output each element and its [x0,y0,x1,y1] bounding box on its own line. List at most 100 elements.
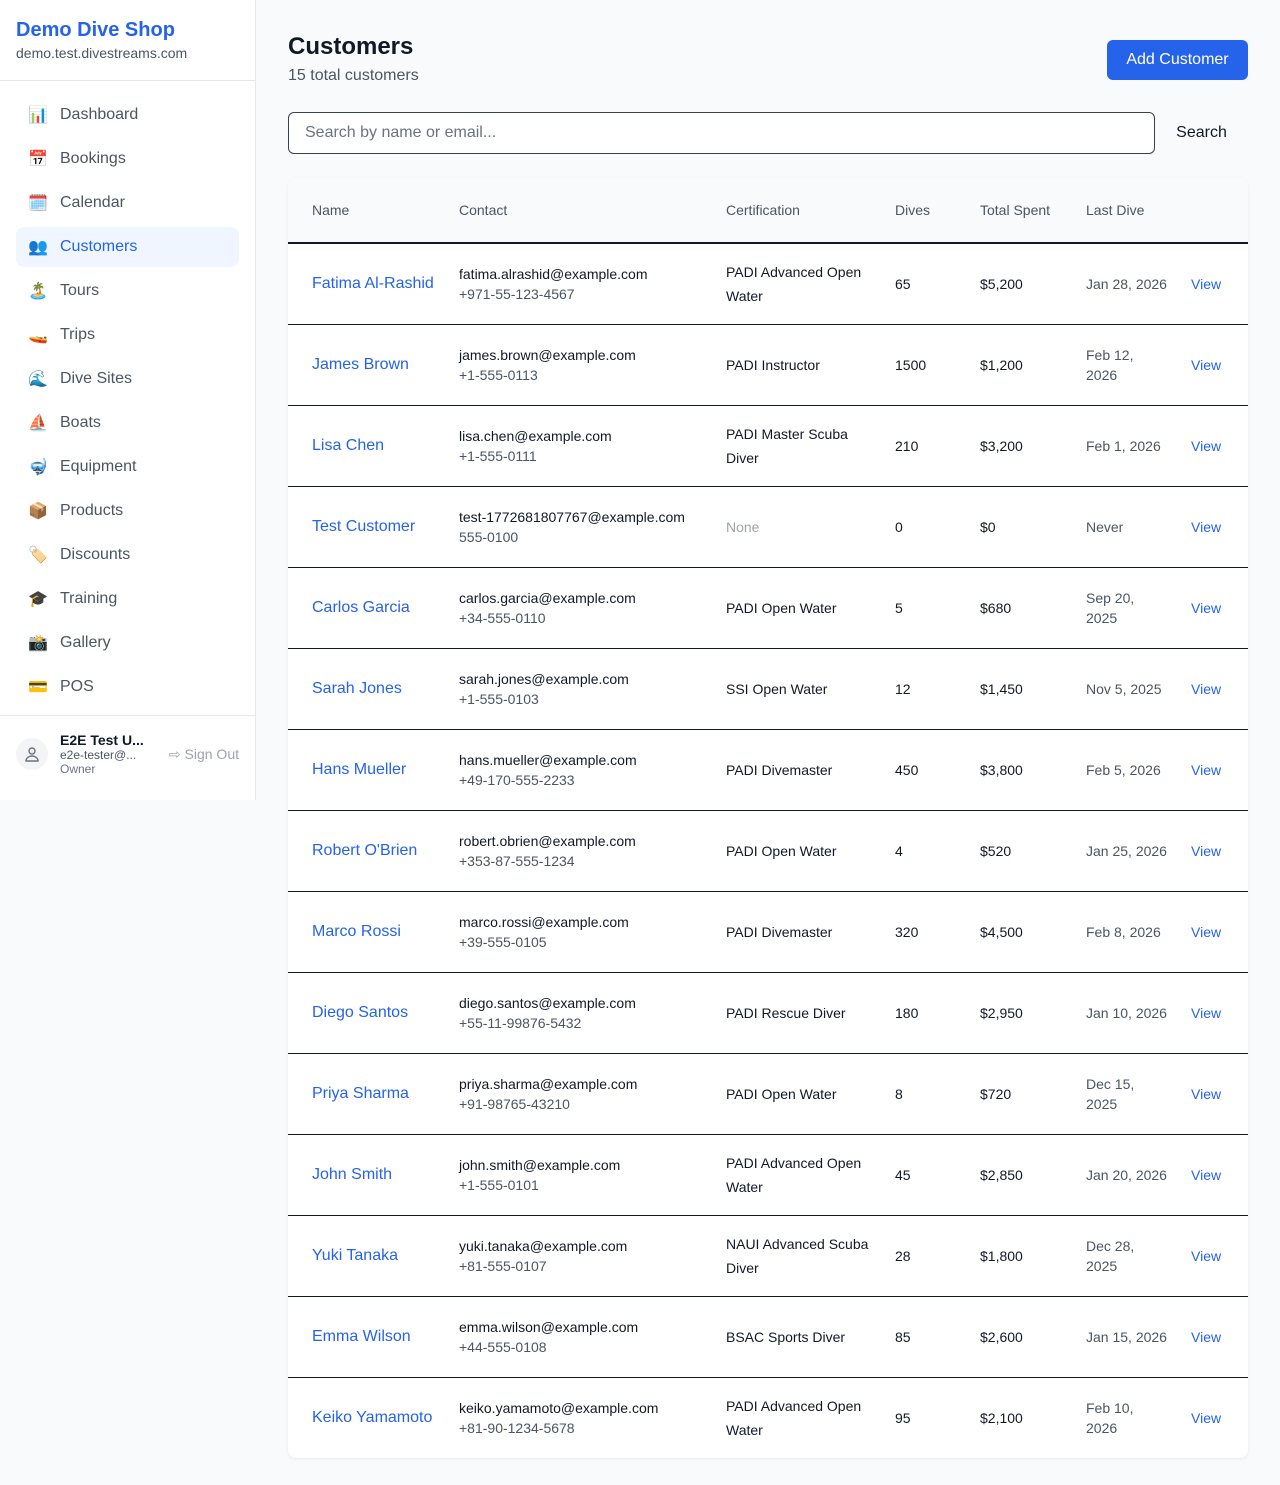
last-dive: Jan 15, 2026 [1086,1328,1167,1345]
sign-out-label: Sign Out [184,745,239,762]
training-icon: 🎓 [28,591,48,608]
view-customer-link[interactable]: View [1191,518,1222,535]
trips-icon: 🚤 [28,327,48,344]
certification: PADI Advanced Open Water [726,263,862,304]
view-customer-link[interactable]: View [1191,1328,1222,1345]
customer-name-link[interactable]: Diego Santos [312,1003,409,1021]
sidebar-item-equipment[interactable]: 🤿 Equipment [16,447,239,487]
table-row: James Brown james.brown@example.com +1-55… [288,324,1248,406]
certification: PADI Advanced Open Water [726,1154,862,1195]
search-button[interactable]: Search [1155,112,1248,154]
customer-phone: +1-555-0103 [459,690,539,707]
dives-count: 450 [871,729,956,811]
sidebar-nav: 📊 Dashboard 📅 Bookings 🗓️ Calendar 👥 Customers 🏝… [0,81,255,707]
customer-name-link[interactable]: Marco Rossi [312,922,401,940]
customer-name-link[interactable]: Test Customer [312,517,416,535]
sidebar-item-label: Bookings [60,150,126,167]
view-customer-link[interactable]: View [1191,1247,1222,1264]
customer-name-link[interactable]: James Brown [312,355,409,373]
view-customer-link[interactable]: View [1191,1166,1222,1183]
dives-count: 5 [871,567,956,649]
sidebar-item-label: Products [60,502,124,519]
view-customer-link[interactable]: View [1191,680,1222,697]
sidebar-item-bookings[interactable]: 📅 Bookings [16,139,239,179]
customer-name-link[interactable]: Robert O'Brien [312,841,418,859]
customer-name-link[interactable]: Emma Wilson [312,1327,411,1345]
sidebar-item-discounts[interactable]: 🏷️ Discounts [16,535,239,575]
customer-name-link[interactable]: Keiko Yamamoto [312,1408,433,1426]
certification: PADI Open Water [726,842,837,859]
tours-icon: 🏝️ [28,283,48,300]
sidebar-item-dive-sites[interactable]: 🌊 Dive Sites [16,359,239,399]
table-row: Priya Sharma priya.sharma@example.com +91… [288,1053,1248,1135]
customer-phone: +34-555-0110 [459,609,546,626]
column-header-certification: Certification [702,178,871,244]
total-spent: $1,450 [956,648,1062,730]
view-customer-link[interactable]: View [1191,599,1222,616]
view-customer-link[interactable]: View [1191,1004,1222,1021]
view-customer-link[interactable]: View [1191,1085,1222,1102]
sidebar-item-customers[interactable]: 👥 Customers [16,227,239,267]
customer-email: john.smith@example.com [459,1156,621,1173]
view-customer-link[interactable]: View [1191,275,1222,292]
total-spent: $1,200 [956,324,1062,406]
sidebar-item-label: Training [60,590,118,607]
column-header-name: Name [288,178,435,244]
customer-email: emma.wilson@example.com [459,1318,639,1335]
last-dive: Dec 28, 2025 [1086,1237,1135,1274]
sidebar-item-trips[interactable]: 🚤 Trips [16,315,239,355]
total-spent: $0 [956,486,1062,568]
dives-count: 0 [871,486,956,568]
view-customer-link[interactable]: View [1191,1409,1222,1426]
total-spent: $2,850 [956,1134,1062,1216]
table-row: Keiko Yamamoto keiko.yamamoto@example.co… [288,1377,1248,1458]
customer-name-link[interactable]: Carlos Garcia [312,598,410,616]
bookings-icon: 📅 [28,151,48,168]
table-row: Yuki Tanaka yuki.tanaka@example.com +81-5… [288,1215,1248,1297]
sidebar-item-boats[interactable]: ⛵ Boats [16,403,239,443]
last-dive: Jan 10, 2026 [1086,1004,1167,1021]
customer-name-link[interactable]: Fatima Al-Rashid [312,274,434,292]
customer-phone: +1-555-0101 [459,1176,539,1193]
customer-name-link[interactable]: Hans Mueller [312,760,407,778]
customer-name-link[interactable]: John Smith [312,1165,393,1183]
sidebar-item-training[interactable]: 🎓 Training [16,579,239,619]
table-row: Sarah Jones sarah.jones@example.com +1-55… [288,648,1248,730]
view-customer-link[interactable]: View [1191,842,1222,859]
sign-out-button[interactable]: ⇨ Sign Out [169,746,239,763]
customers-icon: 👥 [28,239,48,256]
customer-email: lisa.chen@example.com [459,427,612,444]
dives-count: 95 [895,1409,911,1426]
view-customer-link[interactable]: View [1191,923,1222,940]
search-input[interactable] [288,112,1155,154]
customer-email: robert.obrien@example.com [459,832,636,849]
customers-table-card: Name Contact Certification Dives Total Spent… [288,178,1248,1458]
view-customer-link[interactable]: View [1191,356,1222,373]
add-customer-button[interactable]: Add Customer [1107,40,1248,80]
customer-phone: +1-555-0113 [459,366,538,383]
customer-name-link[interactable]: Lisa Chen [312,436,385,454]
last-dive: Dec 15, 2025 [1086,1075,1135,1112]
view-customer-link[interactable]: View [1191,761,1222,778]
shop-name[interactable]: Demo Dive Shop [16,19,175,41]
sidebar-item-label: POS [60,678,94,695]
sidebar-item-gallery[interactable]: 📸 Gallery [16,623,239,663]
sidebar-item-products[interactable]: 📦 Products [16,491,239,531]
sidebar-item-label: Equipment [60,458,137,475]
customer-name-link[interactable]: Yuki Tanaka [312,1246,398,1264]
view-customer-link[interactable]: View [1191,437,1222,454]
page-title: Customers [288,33,414,60]
customer-name-link[interactable]: Priya Sharma [312,1084,409,1102]
sidebar-item-calendar[interactable]: 🗓️ Calendar [16,183,239,223]
sidebar-item-tours[interactable]: 🏝️ Tours [16,271,239,311]
sidebar-item-dashboard[interactable]: 📊 Dashboard [16,95,239,135]
table-row: Lisa Chen lisa.chen@example.com +1-555-01… [288,405,1248,487]
dives-count: 28 [871,1215,956,1297]
sidebar-item-pos[interactable]: 💳 POS [16,667,239,707]
total-spent: $2,600 [956,1296,1062,1378]
customer-name-link[interactable]: Sarah Jones [312,679,402,697]
certification: PADI Instructor [726,356,820,373]
sign-out-icon: ⇨ [168,745,181,762]
products-icon: 📦 [28,503,48,520]
dives-count: 8 [871,1053,956,1135]
